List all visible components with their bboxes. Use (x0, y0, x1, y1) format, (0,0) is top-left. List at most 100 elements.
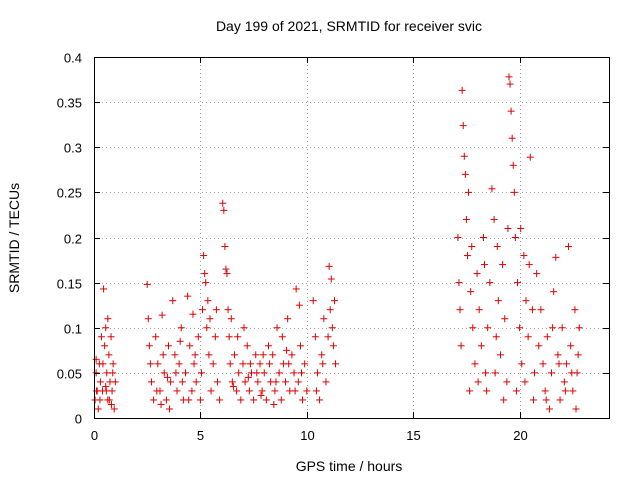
data-point (200, 252, 208, 260)
data-point (326, 306, 334, 314)
data-point (462, 215, 470, 223)
data-point (169, 297, 177, 305)
data-point (522, 297, 530, 305)
data-point (228, 378, 236, 386)
data-point (103, 369, 111, 377)
data-point (319, 360, 327, 368)
data-point (258, 387, 266, 395)
axis-ticks: 0 5 10 15 20 0 0.05 0.1 0.15 0.2 0.25 0.3 0.35 0.4 (57, 51, 609, 443)
data-point (465, 188, 473, 196)
data-point (99, 360, 107, 368)
data-point (520, 252, 528, 260)
data-point (524, 333, 532, 341)
data-point (107, 333, 115, 341)
data-point (230, 351, 238, 359)
data-point (182, 369, 190, 377)
data-point (525, 261, 533, 269)
data-point (154, 360, 162, 368)
data-point (252, 351, 260, 359)
data-point (152, 333, 160, 341)
data-point (250, 396, 258, 404)
data-point (101, 342, 109, 350)
data-point (219, 199, 227, 207)
y-tick-label: 0.05 (57, 367, 82, 382)
data-point (505, 73, 513, 81)
data-point (292, 285, 300, 293)
data-point (552, 253, 560, 261)
x-tick-label: 10 (300, 428, 314, 443)
data-point (521, 378, 529, 386)
data-point (146, 360, 154, 368)
data-point (483, 387, 491, 395)
y-tick-label: 0.3 (64, 141, 82, 156)
data-point (222, 265, 230, 273)
data-point (259, 351, 267, 359)
data-point (185, 396, 193, 404)
data-point (159, 351, 167, 359)
data-point (107, 400, 115, 408)
data-point (507, 107, 515, 115)
data-point (542, 396, 550, 404)
data-point (571, 306, 579, 314)
data-point (105, 351, 113, 359)
data-point (221, 243, 229, 251)
data-point (102, 382, 110, 390)
data-point (223, 270, 231, 278)
data-point (199, 306, 207, 314)
data-point (203, 324, 211, 332)
data-point (313, 369, 321, 377)
data-point (278, 333, 286, 341)
data-point (192, 378, 200, 386)
data-point (176, 337, 184, 345)
x-axis-label: GPS time / hours (296, 458, 403, 474)
data-point (144, 315, 152, 323)
data-point (320, 315, 328, 323)
data-point (204, 297, 212, 305)
data-point (539, 360, 547, 368)
data-point (234, 333, 242, 341)
y-tick-label: 0.1 (64, 322, 82, 337)
data-point (213, 378, 221, 386)
data-point (543, 333, 551, 341)
data-point (477, 342, 485, 350)
data-point (328, 324, 336, 332)
data-point (225, 333, 233, 341)
data-point (503, 378, 511, 386)
data-point (273, 324, 281, 332)
data-point (147, 378, 155, 386)
data-point (202, 279, 210, 287)
data-point (454, 234, 462, 241)
data-point (166, 405, 174, 413)
data-point (209, 360, 217, 368)
data-point (256, 360, 264, 368)
data-point (535, 342, 543, 350)
data-point (513, 279, 521, 287)
x-tick-label: 5 (197, 428, 204, 443)
data-point (277, 396, 285, 404)
data-point (455, 279, 463, 287)
data-point (270, 400, 278, 408)
data-point (162, 396, 170, 404)
data-point (481, 261, 489, 269)
data-point (190, 360, 198, 368)
data-point (488, 185, 496, 193)
data-point (500, 396, 508, 404)
plot-frame (94, 57, 610, 419)
data-point (332, 360, 340, 368)
data-point (325, 262, 333, 270)
data-point (241, 378, 249, 386)
chart-title: Day 199 of 2021, SRMTID for receiver svi… (216, 18, 482, 34)
data-point (227, 315, 235, 323)
data-point (330, 297, 338, 305)
data-point (284, 315, 292, 323)
data-point (260, 369, 268, 377)
data-point (549, 324, 557, 332)
data-point (457, 342, 465, 350)
data-point (109, 369, 117, 377)
data-point (226, 360, 234, 368)
data-point (545, 405, 553, 413)
data-point (499, 261, 507, 269)
data-point (312, 387, 320, 395)
data-point (565, 243, 573, 251)
data-point (254, 378, 262, 386)
